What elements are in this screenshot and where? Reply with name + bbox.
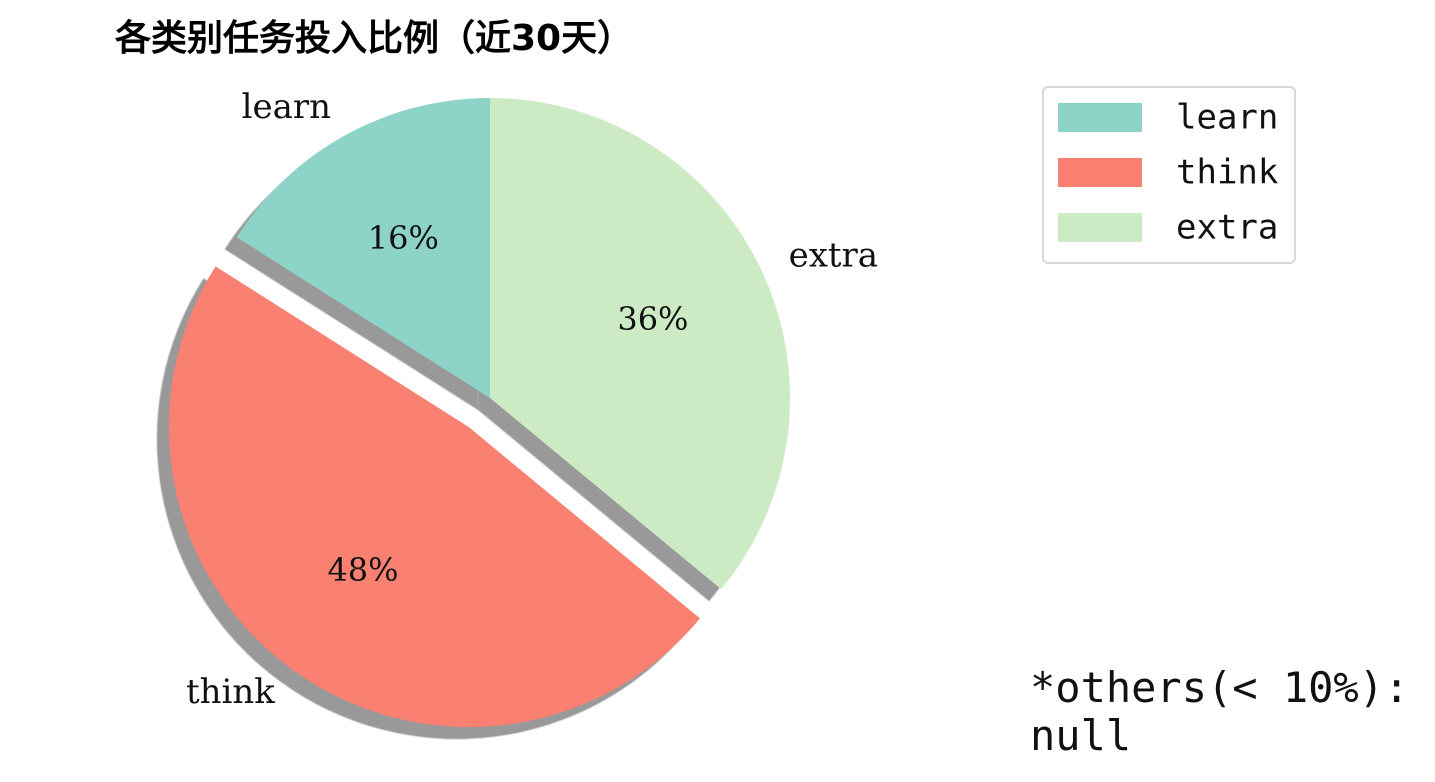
legend: learn think extra [1042,86,1296,264]
slice-labels: learn think extra [186,87,878,712]
percent-label-think: 48% [327,551,398,589]
legend-label-learn: learn [1176,98,1278,138]
pie-slice-think [168,266,700,728]
slice-label-extra: extra [789,236,878,276]
pie-slice-extra [490,98,790,590]
chart-title: 各类别任务投入比例（近30天） [115,18,633,59]
slice-label-think: think [186,672,275,712]
pie-slice-learn [236,98,490,398]
slice-label-learn: learn [242,87,331,127]
legend-swatch-learn [1058,103,1142,132]
pie-slices [168,98,790,728]
percent-labels: 16% 48% 36% [327,219,688,589]
percent-label-learn: 16% [368,219,439,257]
others-note: *others(< 10%): null [1030,663,1410,760]
legend-swatch-extra [1058,213,1142,242]
legend-label-extra: extra [1176,208,1278,248]
legend-swatch-think [1058,158,1142,187]
percent-label-extra: 36% [617,300,688,338]
legend-items: learn think extra [1058,98,1278,248]
legend-label-think: think [1176,153,1278,193]
